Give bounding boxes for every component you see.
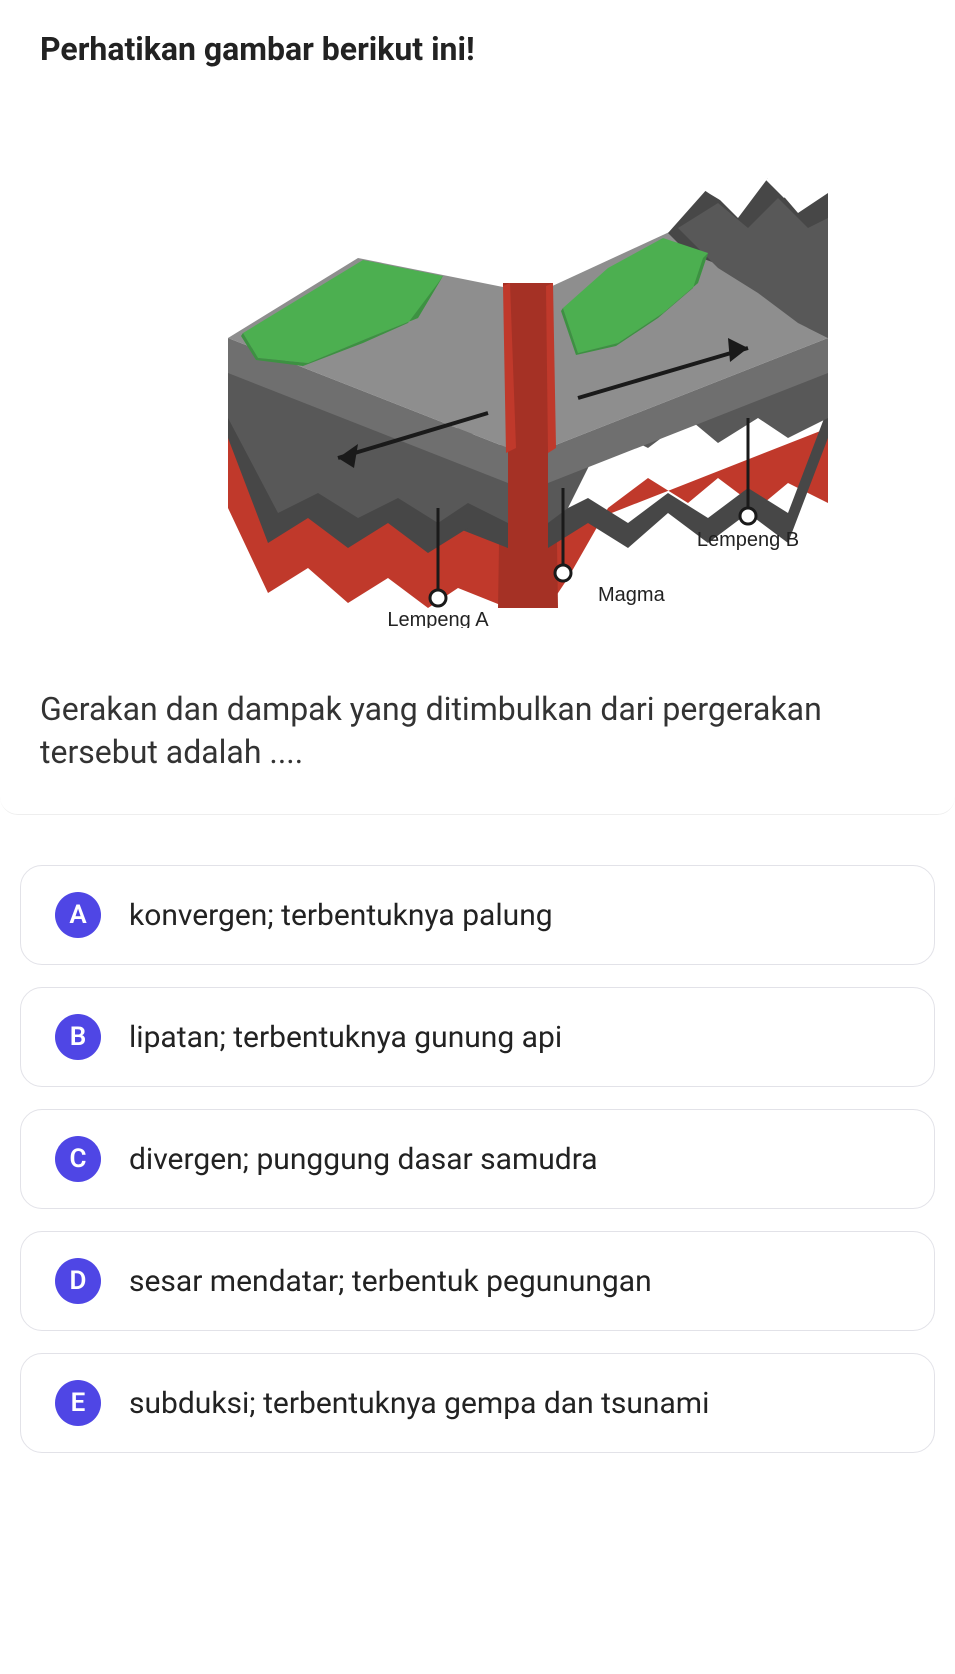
- option-badge-a: A: [55, 892, 101, 938]
- option-text-a: konvergen; terbentuknya palung: [129, 896, 900, 935]
- option-badge-c: C: [55, 1136, 101, 1182]
- option-d[interactable]: D sesar mendatar; terbentuk pegunungan: [20, 1231, 935, 1331]
- option-a[interactable]: A konvergen; terbentuknya palung: [20, 865, 935, 965]
- option-c[interactable]: C divergen; punggung dasar samudra: [20, 1109, 935, 1209]
- option-badge-e: E: [55, 1380, 101, 1426]
- label-magma: Magma: [598, 584, 666, 606]
- tectonic-diagram: Lempeng A Magma Lempeng B: [108, 108, 848, 628]
- pointer-plate-a-dot: [430, 590, 446, 606]
- option-e[interactable]: E subduksi; terbentuknya gempa dan tsuna…: [20, 1353, 935, 1453]
- option-b[interactable]: B lipatan; terbentuknya gunung api: [20, 987, 935, 1087]
- question-title: Perhatikan gambar berikut ini!: [40, 30, 915, 68]
- question-prompt: Gerakan dan dampak yang ditimbulkan dari…: [40, 688, 915, 774]
- options-list: A konvergen; terbentuknya palung B lipat…: [0, 815, 955, 1483]
- option-text-d: sesar mendatar; terbentuk pegunungan: [129, 1262, 900, 1301]
- diagram-container: Lempeng A Magma Lempeng B: [40, 108, 915, 628]
- option-text-c: divergen; punggung dasar samudra: [129, 1140, 900, 1179]
- pointer-plate-b-dot: [740, 508, 756, 524]
- option-badge-b: B: [55, 1014, 101, 1060]
- option-text-b: lipatan; terbentuknya gunung api: [129, 1018, 900, 1057]
- pointer-magma-dot: [555, 565, 571, 581]
- label-plate-b: Lempeng B: [696, 529, 798, 551]
- label-plate-a: Lempeng A: [387, 609, 489, 628]
- option-badge-d: D: [55, 1258, 101, 1304]
- question-card: Perhatikan gambar berikut ini!: [0, 0, 955, 815]
- option-text-e: subduksi; terbentuknya gempa dan tsunami: [129, 1384, 900, 1423]
